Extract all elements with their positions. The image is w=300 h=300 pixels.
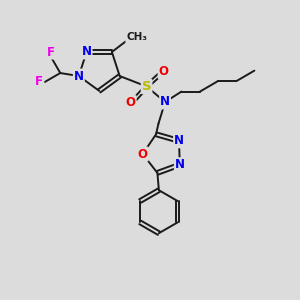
Text: F: F — [47, 46, 55, 59]
Text: O: O — [138, 148, 148, 160]
Text: O: O — [126, 96, 136, 109]
Text: N: N — [74, 70, 84, 83]
Text: N: N — [174, 134, 184, 147]
Text: O: O — [159, 65, 169, 78]
Text: S: S — [142, 80, 152, 93]
Text: N: N — [82, 46, 92, 59]
Text: F: F — [35, 76, 44, 88]
Text: CH₃: CH₃ — [126, 32, 147, 42]
Text: N: N — [175, 158, 185, 171]
Text: N: N — [160, 95, 170, 109]
